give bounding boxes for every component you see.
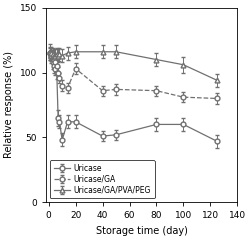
X-axis label: Storage time (day): Storage time (day) <box>96 226 188 236</box>
Y-axis label: Relative response (%): Relative response (%) <box>4 51 14 158</box>
Legend: Uricase, Uricase/GA, Uricase/GA/PVA/PEG: Uricase, Uricase/GA, Uricase/GA/PVA/PEG <box>50 160 155 198</box>
